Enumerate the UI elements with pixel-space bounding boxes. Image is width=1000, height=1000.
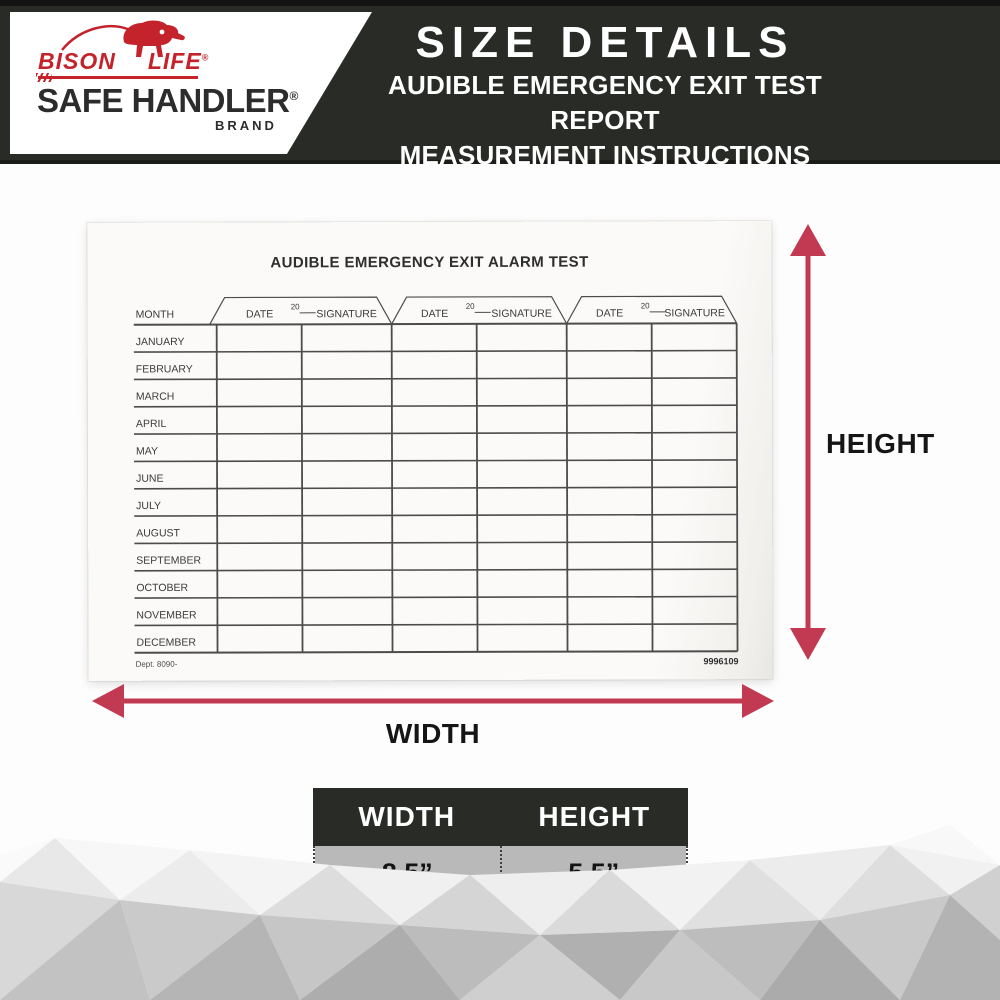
column-header-signature-2: SIGNATURE <box>491 308 552 320</box>
column-header-signature-3: SIGNATURE <box>664 307 725 319</box>
form-table: MONTH DATE DATE DATE 20 20 20 SIGNATURE … <box>133 295 739 654</box>
month-row-label: OCTOBER <box>136 582 188 594</box>
month-row-label: AUGUST <box>136 527 180 539</box>
polygon-background <box>0 825 1000 1000</box>
form-title: AUDIBLE EMERGENCY EXIT ALARM TEST <box>270 253 589 272</box>
height-arrow-icon <box>790 224 826 660</box>
brand-logo-panel: BISON LIFE® SAFE HANDLER® BRAND <box>10 12 372 154</box>
form-dept-number: Dept. 8090- <box>135 659 178 669</box>
form-part-number: 9996109 <box>703 656 739 667</box>
form-document: AUDIBLE EMERGENCY EXIT ALARM TEST MONTH … <box>87 221 773 681</box>
registered-mark: ® <box>201 52 210 63</box>
registered-mark: ® <box>289 89 299 103</box>
column-header-date-3: DATE <box>596 307 623 319</box>
brand-name-life: LIFE <box>147 48 202 74</box>
month-row-label: MARCH <box>136 391 175 403</box>
logo-hatch-marks <box>36 73 52 82</box>
month-row-label: APRIL <box>136 418 167 430</box>
size-table-header-width: WIDTH <box>358 801 456 832</box>
height-dimension-label: HEIGHT <box>826 428 935 459</box>
year-prefix-3: 20 <box>641 301 650 310</box>
logo-underline <box>36 73 198 82</box>
month-row-label: SEPTEMBER <box>136 555 201 567</box>
brand-name: BISON LIFE® <box>38 48 209 75</box>
month-row-label: MAY <box>136 445 158 457</box>
size-table-header-height: HEIGHT <box>538 801 651 832</box>
brand-name-bison: BISON <box>38 48 116 74</box>
sub-brand-text: SAFE HANDLER <box>37 82 290 119</box>
page-subtitle-line2: MEASUREMENT INSTRUCTIONS <box>399 140 811 170</box>
column-header-month: MONTH <box>136 309 175 321</box>
width-dimension-label: WIDTH <box>385 718 481 749</box>
month-row-label: DECEMBER <box>136 637 196 649</box>
month-row-label: JANUARY <box>136 336 185 348</box>
month-row-label: JULY <box>136 500 161 512</box>
bison-logo-icon <box>61 20 185 57</box>
sub-brand-name: SAFE HANDLER® <box>37 82 298 120</box>
month-row-label: JUNE <box>136 473 163 485</box>
page-title: SIZE DETAILS <box>415 18 795 67</box>
column-header-date-1: DATE <box>246 308 273 320</box>
page-subtitle-line1: AUDIBLE EMERGENCY EXIT TEST REPORT <box>388 70 822 135</box>
header-text-block: SIZE DETAILS AUDIBLE EMERGENCY EXIT TEST… <box>365 6 845 173</box>
width-arrow-icon <box>92 684 774 718</box>
brand-descriptor: BRAND <box>215 118 277 133</box>
month-row-label: NOVEMBER <box>136 609 197 621</box>
header-banner: BISON LIFE® SAFE HANDLER® BRAND SIZE DETA… <box>0 0 1000 170</box>
year-prefix-1: 20 <box>291 302 300 311</box>
size-table-header: WIDTH HEIGHT <box>313 788 688 846</box>
year-prefix-2: 20 <box>466 302 475 311</box>
month-row-label: FEBRUARY <box>136 363 193 375</box>
column-header-signature-1: SIGNATURE <box>316 308 377 320</box>
column-header-date-2: DATE <box>421 308 448 320</box>
